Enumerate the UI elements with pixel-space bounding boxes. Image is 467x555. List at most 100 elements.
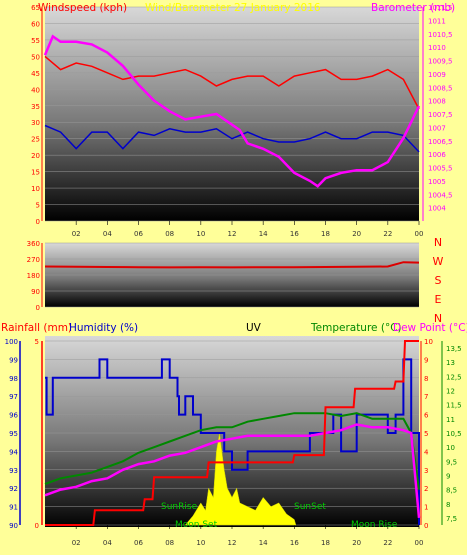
barometer-tick: 1011,5 <box>428 4 453 12</box>
temperature-tick: 13 <box>446 359 455 367</box>
climate-x-tick: 02 <box>72 539 81 547</box>
windspeed-tick: 20 <box>31 152 40 160</box>
humidity-tick: 91 <box>9 504 18 512</box>
humidity-tick: 100 <box>5 338 18 346</box>
barometer-tick: 1007 <box>428 124 446 132</box>
barometer-tick: 1006,5 <box>428 138 453 146</box>
windspeed-tick: 25 <box>31 136 40 144</box>
wind-x-tick: 04 <box>103 230 112 238</box>
rainfall-axis-label: Rainfall (mm) <box>1 322 72 334</box>
temperature-axis-label: Temperature (°C) <box>310 322 402 334</box>
rain-line <box>45 340 419 526</box>
temperature-tick: 8,5 <box>446 487 457 495</box>
direction-tick: 270 <box>27 256 40 264</box>
compass-label: N <box>434 236 442 249</box>
temperature-tick-labels: 7,5 8 8,5 9 9,5 10 10,5 11 11,5 12 12,5 13 13,5 <box>441 341 462 525</box>
temperature-tick: 11,5 <box>446 402 462 410</box>
barometer-tick: 1008,5 <box>428 84 453 92</box>
direction-tick: 360 <box>27 240 40 248</box>
uv-tick: 7 <box>424 393 428 401</box>
temperature-tick: 13,5 <box>446 345 462 353</box>
rain-tick-labels: 05 <box>35 338 43 530</box>
barometer-tick: 1010 <box>428 44 446 52</box>
wind-x-tick: 00 <box>415 230 424 238</box>
temperature-tick: 9,5 <box>446 458 457 466</box>
climate-x-tick: 20 <box>352 539 361 547</box>
wind-x-tick: 20 <box>352 230 361 238</box>
barometer-tick-labels: 1004 1004,5 1005 1005,5 1006 1006,5 1007 1007,5… <box>422 4 453 221</box>
uv-tick: 9 <box>424 356 428 364</box>
compass-label: W <box>433 255 444 268</box>
compass-label: E <box>435 293 442 306</box>
uv-tick: 5 <box>424 430 428 438</box>
climate-x-tick: 22 <box>383 539 392 547</box>
compass-label: N <box>434 312 442 325</box>
humidity-tick: 92 <box>9 485 18 493</box>
barometer-tick: 1008 <box>428 98 446 106</box>
temperature-tick: 7,5 <box>446 515 457 523</box>
windspeed-tick: 15 <box>31 169 40 177</box>
windspeed-axis-label: Windspeed (kph) <box>38 2 127 14</box>
barometer-tick: 1005 <box>428 178 446 186</box>
temperature-line <box>44 412 420 490</box>
windspeed-tick: 10 <box>31 185 40 193</box>
barometer-axis-label: Barometer (mb) <box>371 2 455 14</box>
temperature-tick: 11 <box>446 416 455 424</box>
uv-tick: 4 <box>424 448 429 456</box>
humidity-tick: 96 <box>9 412 18 420</box>
wind-x-tick: 14 <box>259 230 268 238</box>
uv-area <box>184 432 297 526</box>
moonset-annotation: Moon Set <box>175 520 218 530</box>
direction-grid <box>45 242 419 308</box>
humidity-tick: 94 <box>9 448 18 456</box>
barometer-tick: 1010,5 <box>428 31 453 39</box>
windspeed-tick: 35 <box>31 103 40 111</box>
wind-x-tick-labels: 02 04 06 08 10 12 14 16 18 20 22 00 <box>72 221 424 238</box>
wind-plot-area <box>45 7 419 221</box>
temperature-tick: 9 <box>446 472 450 480</box>
rain-tick: 0 <box>35 522 39 530</box>
direction-tick: 180 <box>27 272 40 280</box>
windspeed-tick: 50 <box>31 53 40 61</box>
windspeed-tick: 40 <box>31 86 40 94</box>
humidity-line <box>45 358 420 525</box>
climate-x-tick: 10 <box>196 539 205 547</box>
rain-tick: 5 <box>35 338 39 346</box>
windspeed-tick: 60 <box>31 20 40 28</box>
direction-tick-labels: 0 90 180 270 360 <box>27 240 43 312</box>
uv-tick: 6 <box>424 412 429 420</box>
sunrise-annotation: SunRise <box>161 502 198 512</box>
wind-x-tick: 22 <box>383 230 392 238</box>
climate-x-tick: 14 <box>259 539 268 547</box>
windspeed-tick: 5 <box>36 202 40 210</box>
temperature-tick: 10,5 <box>446 430 462 438</box>
humidity-tick: 90 <box>9 522 18 530</box>
wind-series-line <box>44 124 420 153</box>
temperature-tick: 8 <box>446 501 450 509</box>
barometer-tick: 1004 <box>428 205 446 213</box>
uv-tick: 3 <box>424 467 428 475</box>
moonrise-annotation: Moon Rise <box>351 520 398 530</box>
wind-chart-title: Wind/Barometer 27 January 2016 <box>145 2 321 14</box>
climate-x-tick: 06 <box>134 539 143 547</box>
windspeed-tick: 55 <box>31 37 40 45</box>
uv-tick: 1 <box>424 504 428 512</box>
windspeed-tick: 30 <box>31 119 40 127</box>
direction-series-line <box>44 261 420 269</box>
climate-x-tick: 12 <box>228 539 237 547</box>
direction-series <box>44 261 420 269</box>
climate-x-tick: 00 <box>415 539 424 547</box>
temperature-tick: 10 <box>446 444 455 452</box>
climate-x-tick: 18 <box>321 539 330 547</box>
temperature-tick: 12,5 <box>446 373 462 381</box>
wind-series <box>43 34 421 188</box>
barometer-tick: 1006 <box>428 151 446 159</box>
dewpoint-axis-label: Dew Point (°C) <box>393 322 467 334</box>
humidity-tick: 93 <box>9 467 18 475</box>
wind-x-tick: 02 <box>72 230 81 238</box>
compass-label: S <box>435 274 442 287</box>
uv-tick: 8 <box>424 375 428 383</box>
barometer-tick: 1004,5 <box>428 191 453 199</box>
